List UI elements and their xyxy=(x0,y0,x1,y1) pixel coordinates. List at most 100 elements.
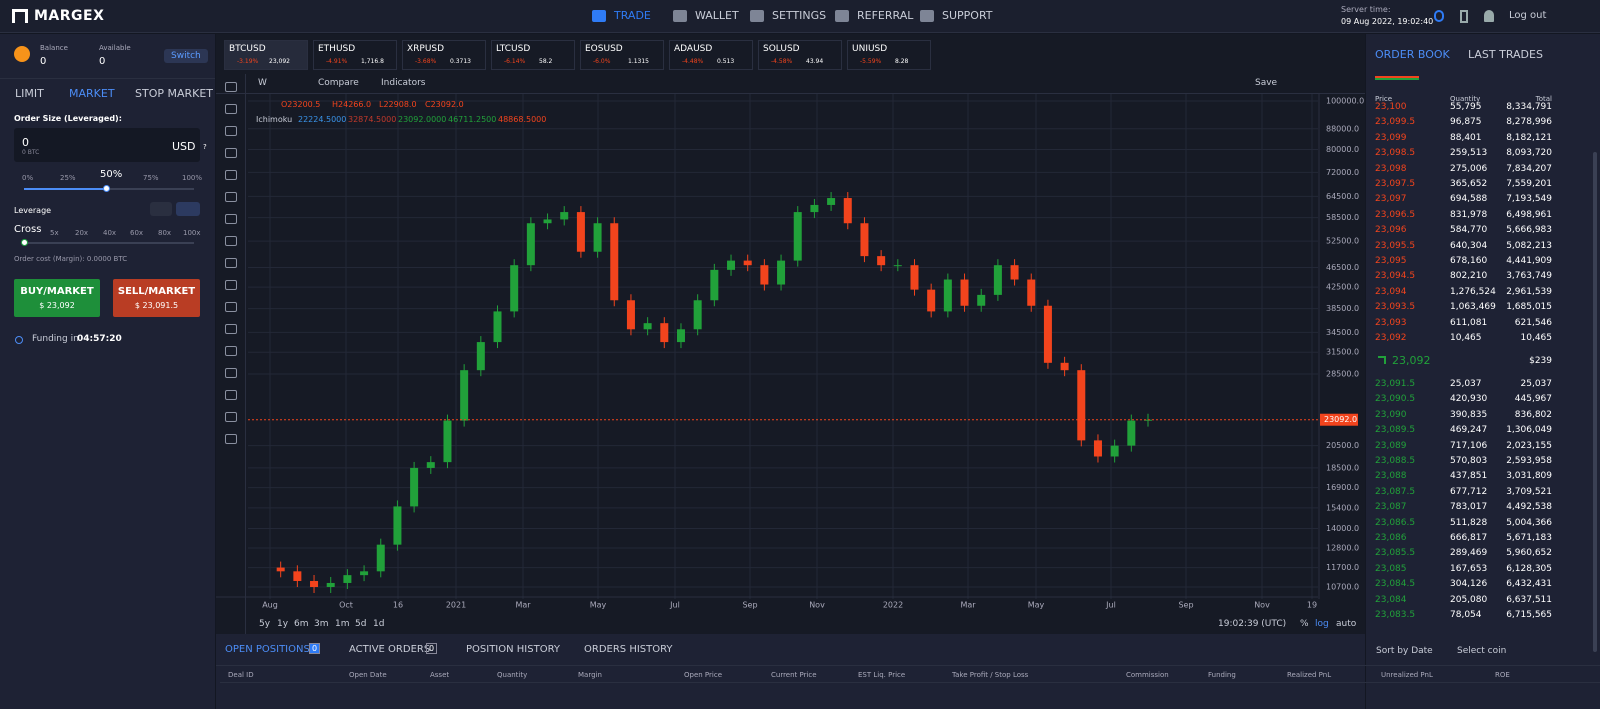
ticker-change: -4.91% xyxy=(326,58,348,65)
pct-toggle[interactable]: % xyxy=(1300,619,1309,629)
nav-icon[interactable] xyxy=(592,10,606,22)
range-button[interactable]: 1m xyxy=(335,619,350,629)
tool-icon[interactable] xyxy=(225,126,237,136)
slider-knob[interactable] xyxy=(103,185,110,192)
pct-tick: 0% xyxy=(22,174,34,182)
top-bar: MARGEX TRADE WALLET SETTINGS REFERRAL SUPPORT… xyxy=(0,0,1600,33)
tool-icon[interactable] xyxy=(225,192,237,202)
tool-icon[interactable] xyxy=(225,368,237,378)
range-button[interactable]: 1d xyxy=(373,619,385,629)
coin-select[interactable]: Select coin xyxy=(1457,646,1507,656)
logout[interactable]: Log out xyxy=(1509,10,1547,21)
tool-icon[interactable] xyxy=(225,434,237,444)
pen-button[interactable] xyxy=(150,202,172,216)
ticker-tab[interactable]: ETHUSD -4.91% 1,716.8 xyxy=(313,40,397,70)
tool-icon[interactable] xyxy=(225,302,237,312)
phone-icon[interactable] xyxy=(1460,10,1468,23)
book-cell: 390,835 xyxy=(1450,409,1488,420)
candle xyxy=(777,260,786,285)
nav-icon[interactable] xyxy=(750,10,764,22)
bell-icon[interactable] xyxy=(1484,10,1494,22)
order-tab[interactable]: STOP MARKET xyxy=(135,87,214,100)
ticker-symbol: UNIUSD xyxy=(852,44,888,54)
book-tab[interactable]: LAST TRADES xyxy=(1468,48,1543,61)
switch-button[interactable]: Switch xyxy=(164,49,208,63)
ticker-tab[interactable]: SOLUSD -4.58% 43.94 xyxy=(758,40,842,70)
tool-icon[interactable] xyxy=(225,280,237,290)
ticker-symbol: ADAUSD xyxy=(674,44,713,54)
tool-icon[interactable] xyxy=(225,214,237,224)
candle xyxy=(1110,445,1119,457)
tool-icon[interactable] xyxy=(225,258,237,268)
auto-toggle[interactable]: auto xyxy=(1336,619,1357,629)
order-tab[interactable]: MARKET xyxy=(69,87,115,100)
lev-knob[interactable] xyxy=(21,239,28,246)
tool-icon[interactable] xyxy=(225,148,237,158)
range-button[interactable]: 5d xyxy=(355,619,367,629)
positions-tab[interactable]: ACTIVE ORDERS xyxy=(349,644,431,655)
tool-icon[interactable] xyxy=(225,236,237,246)
ticker-tab[interactable]: XRPUSD -3.68% 0.3713 xyxy=(402,40,486,70)
x-tick-label: 19 xyxy=(1307,601,1317,610)
candle xyxy=(310,580,319,587)
buy-button[interactable]: BUY/MARKET $ 23,092 xyxy=(14,279,100,317)
book-cell: 23,086 xyxy=(1375,533,1407,543)
clock-icon xyxy=(15,336,23,344)
nav-item[interactable]: SETTINGS xyxy=(772,9,827,22)
y-tick-label: 100000.0 xyxy=(1326,97,1364,106)
book-cell: 23,095 xyxy=(1375,256,1407,266)
funding-label: Funding in xyxy=(32,334,79,344)
ticker-change: -5.59% xyxy=(860,58,882,65)
ticker-tab[interactable]: LTCUSD -6.14% 58.2 xyxy=(491,40,575,70)
tool-icon[interactable] xyxy=(225,104,237,114)
tool-icon[interactable] xyxy=(225,412,237,422)
nav-icon[interactable] xyxy=(920,10,934,22)
nav-icon[interactable] xyxy=(673,10,687,22)
nav-icon[interactable] xyxy=(835,10,849,22)
tool-icon[interactable] xyxy=(225,82,237,92)
tool-icon[interactable] xyxy=(225,170,237,180)
range-button[interactable]: 1y xyxy=(277,619,289,629)
ticker-tab[interactable]: ADAUSD -4.48% 0.513 xyxy=(669,40,753,70)
toolbar-line xyxy=(216,93,1365,94)
order-tab[interactable]: LIMIT xyxy=(15,87,44,100)
positions-tab[interactable]: POSITION HISTORY xyxy=(466,644,560,655)
nav-item[interactable]: TRADE xyxy=(614,9,651,22)
range-button[interactable]: 6m xyxy=(294,619,309,629)
positions-tab[interactable]: ORDERS HISTORY xyxy=(584,644,673,655)
indicators[interactable]: Indicators xyxy=(381,78,426,88)
compare[interactable]: Compare xyxy=(318,78,359,88)
drawing-toolbar xyxy=(216,74,246,634)
ticker-tab[interactable]: EOSUSD -6.0% 1.1315 xyxy=(580,40,664,70)
book-cell: 23,087 xyxy=(1375,502,1407,513)
candle xyxy=(443,420,452,463)
size-input[interactable] xyxy=(14,128,200,162)
nav-item[interactable]: REFERRAL xyxy=(857,9,914,22)
tool-icon[interactable] xyxy=(225,324,237,334)
ticker-tab[interactable]: BTCUSD -3.19% 23,092 xyxy=(224,40,308,70)
slider-button[interactable] xyxy=(176,202,200,216)
book-cell: 666,817 xyxy=(1450,533,1488,543)
range-button[interactable]: 5y xyxy=(259,619,271,629)
lev-tick: 80x xyxy=(158,229,172,237)
pct-tick: 75% xyxy=(143,174,159,182)
interval[interactable]: W xyxy=(258,78,267,88)
column-header: ROE xyxy=(1495,671,1510,679)
positions-tab[interactable]: OPEN POSITIONS xyxy=(225,644,310,655)
save[interactable]: Save xyxy=(1255,78,1278,88)
theme-icon[interactable] xyxy=(1434,10,1444,22)
sort-select[interactable]: Sort by Date xyxy=(1376,646,1433,656)
tool-icon[interactable] xyxy=(225,346,237,356)
book-cell: 3,709,521 xyxy=(1506,486,1552,497)
book-cell: 88,401 xyxy=(1450,132,1482,143)
book-cell: 23,084 xyxy=(1375,594,1407,605)
tool-icon[interactable] xyxy=(225,390,237,400)
sell-button[interactable]: SELL/MARKET $ 23,091.5 xyxy=(113,279,200,317)
nav-item[interactable]: WALLET xyxy=(695,9,739,22)
range-button[interactable]: 3m xyxy=(314,619,329,629)
book-cell: 23,093 xyxy=(1375,317,1407,328)
book-tab[interactable]: ORDER BOOK xyxy=(1375,48,1450,61)
nav-item[interactable]: SUPPORT xyxy=(942,9,993,22)
log-toggle[interactable]: log xyxy=(1315,619,1329,629)
ticker-tab[interactable]: UNIUSD -5.59% 8.28 xyxy=(847,40,931,70)
